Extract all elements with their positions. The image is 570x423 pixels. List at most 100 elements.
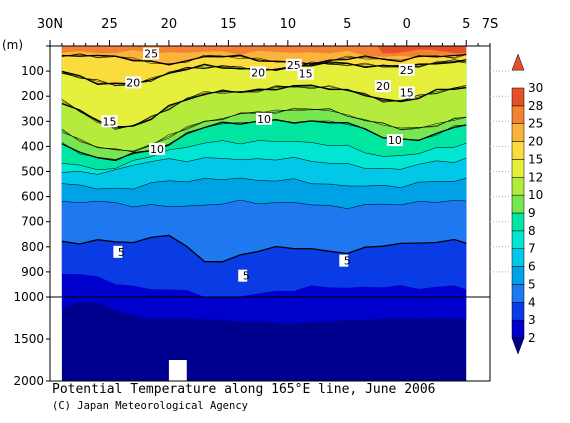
contour-label-bg xyxy=(398,63,415,76)
colorbar-label: 7 xyxy=(528,242,536,256)
contour-label-text: 25 xyxy=(287,59,301,72)
contour-label-13: 15 xyxy=(398,86,415,99)
y-tick-label: 2000 xyxy=(13,374,44,388)
colorbar-segment xyxy=(511,87,525,107)
contour-label-bg xyxy=(149,142,166,155)
y-tick-label: 500 xyxy=(21,165,44,179)
contour-label-0: 25 xyxy=(143,47,160,61)
y-tick-label: 400 xyxy=(21,139,44,153)
y-tick-label: 100 xyxy=(21,64,44,78)
contour-label-8: 10 xyxy=(256,112,273,126)
colorbar-label: 4 xyxy=(528,295,536,309)
plot-frame xyxy=(49,45,491,382)
data-gap xyxy=(168,360,187,381)
isotherm-26 xyxy=(61,53,467,66)
plot-border xyxy=(49,45,491,382)
colorbar-segment xyxy=(511,230,525,249)
colorbar-high-arrow xyxy=(511,53,525,71)
contour-label-text: 15 xyxy=(400,86,414,99)
y-tick-label: 1000 xyxy=(13,290,44,304)
contour-label-bg xyxy=(250,66,267,79)
colorbar-segment xyxy=(511,123,525,142)
colorbar-low-arrow xyxy=(511,337,525,355)
contour-label-text: 15 xyxy=(102,115,116,128)
isotherm-7 xyxy=(61,177,467,190)
contour-label-bg xyxy=(256,112,273,125)
contour-label-9: 5 xyxy=(238,269,250,283)
colorbar-segment xyxy=(511,141,525,160)
y-tick-label: 900 xyxy=(21,265,44,279)
contour-label-12: 20 xyxy=(374,80,391,93)
y-tick-label: 800 xyxy=(21,240,44,254)
colorbar-label: 6 xyxy=(528,260,536,274)
colorbar-label: 28 xyxy=(528,99,543,113)
colorbar-segment xyxy=(511,319,525,339)
contour-label-text: 5 xyxy=(243,270,250,283)
contour-label-text: 5 xyxy=(344,255,351,268)
colorbar-label: 2 xyxy=(528,331,536,345)
contour-label-11: 25 xyxy=(398,63,415,77)
section-fill-layer xyxy=(61,46,467,381)
colorbar-label: 3 xyxy=(528,313,536,327)
colorbar-segment xyxy=(511,177,525,196)
colorbar-segment xyxy=(511,302,525,321)
y-tick-label: 600 xyxy=(21,190,44,204)
contour-label-bg xyxy=(386,134,403,147)
contour-label-bg xyxy=(113,245,123,258)
contour-label-text: 20 xyxy=(251,66,265,79)
isotherm-12 xyxy=(61,108,467,152)
contour-label-layer: 25 20 15 10 5 25 20 15 10 5 5 25 20 15 10 xyxy=(101,47,415,283)
y-tick-label: 300 xyxy=(21,114,44,128)
colorbar-segment xyxy=(511,194,525,214)
colorbar-label: 12 xyxy=(528,170,543,184)
isotherm-14 xyxy=(61,107,467,152)
contour-label-text: 5 xyxy=(118,246,125,259)
contour-label-text: 20 xyxy=(376,80,390,93)
isotherm-27 xyxy=(61,53,467,65)
y-unit-label: (m) xyxy=(2,38,23,52)
x-tick-label: 10 xyxy=(280,17,297,32)
contour-label-bg xyxy=(339,254,349,267)
x-tick-label: 15 xyxy=(220,17,237,32)
isotherm-5 xyxy=(61,234,467,263)
colorbar-segment xyxy=(511,248,525,267)
contour-label-text: 25 xyxy=(144,48,158,61)
contour-label-10: 5 xyxy=(339,254,351,268)
contour-label-text: 10 xyxy=(150,143,164,156)
colorbar-label: 20 xyxy=(528,135,543,149)
colorbar: 2 3 4 5 6 7 8 9 10 12 15 20 25 28 30 xyxy=(511,53,543,355)
colorbar-segment xyxy=(511,105,525,124)
contour-label-7: 15 xyxy=(297,67,314,81)
x-axis: 30N 25 20 15 10 5 0 5 7S xyxy=(37,17,498,46)
isotherm-19 xyxy=(61,84,467,127)
contour-label-bg xyxy=(125,76,142,89)
contour-label-bg xyxy=(374,80,391,93)
contour-label-text: 10 xyxy=(388,134,402,147)
colorbar-segment xyxy=(511,266,525,285)
x-tick-label: 25 xyxy=(101,17,118,32)
contour-label-5: 25 xyxy=(285,59,302,72)
y-axis: (m) 100 200 300 400 500 600 700 800 900 1000 1500 20… xyxy=(2,38,510,388)
x-tick-label: 0 xyxy=(403,17,411,32)
contour-label-3: 10 xyxy=(149,142,166,156)
contour-label-bg xyxy=(238,269,248,282)
x-tick-label: 5 xyxy=(343,17,351,32)
colorbar-label: 5 xyxy=(528,277,536,291)
contour-label-bg xyxy=(398,86,415,99)
x-tick-label: 20 xyxy=(161,17,178,32)
colorbar-segment xyxy=(511,284,525,303)
x-tick-label: 5 xyxy=(462,17,470,32)
y-tick-label: 700 xyxy=(21,215,44,229)
contour-label-14: 10 xyxy=(386,134,403,147)
isotherm-9 xyxy=(61,140,467,171)
section-band-28 xyxy=(61,46,467,58)
colorbar-label: 8 xyxy=(528,224,536,238)
x-tick-label: 30N xyxy=(37,17,63,32)
colorbar-segment xyxy=(511,212,525,232)
contour-label-6: 20 xyxy=(250,66,267,79)
chart-title: Potential Temperature along 165°E line, … xyxy=(52,382,436,397)
contour-label-1: 20 xyxy=(125,76,142,89)
contour-label-bg xyxy=(143,47,160,60)
section-band-30 xyxy=(377,46,467,54)
